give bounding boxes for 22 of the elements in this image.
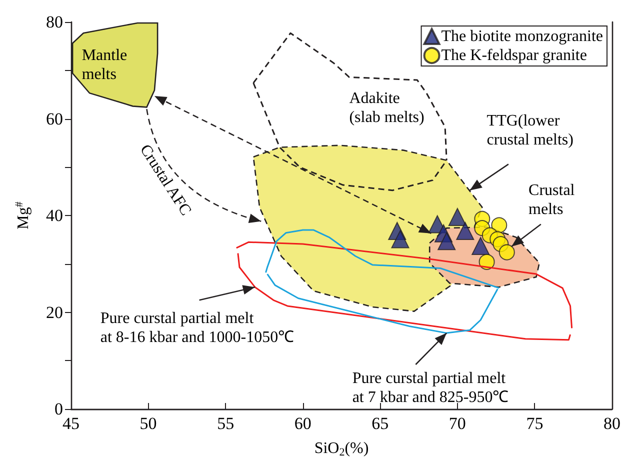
x-tick-label: 80: [604, 414, 620, 433]
annotation: Pure curstal partial melt at 8-16 kbar and 1000-1050℃: [100, 310, 294, 346]
x-tick-label: 65: [372, 414, 389, 433]
y-tick-label: 40: [46, 206, 63, 225]
x-tick-label: 45: [62, 414, 80, 433]
y-tick-label: 20: [46, 302, 63, 322]
annotation: Adakite (slab melts): [349, 90, 424, 126]
annotation: Pure curstal partial melt at 7 kbar and 825-950℃: [352, 370, 509, 406]
x-tick-label: 75: [526, 414, 544, 433]
y-tick-label: 60: [46, 109, 63, 128]
legend-label: The K-feldspar granite: [441, 47, 587, 64]
x-tick-label: 50: [140, 414, 157, 433]
annotation: Crustal melts: [528, 182, 576, 218]
y-tick-label: 0: [54, 400, 63, 418]
annotation: Mantle melts: [82, 47, 128, 84]
x-tick-label: 55: [217, 414, 234, 433]
y-axis-title: Mg#: [14, 201, 32, 230]
x-tick-label: 70: [448, 414, 466, 433]
legend-label: The biotite monzogranite: [441, 28, 604, 45]
y-tick-label: 80: [46, 12, 63, 32]
x-tick-label: 60: [294, 414, 312, 433]
annotation: TTG(lower crustal melts): [486, 112, 574, 148]
